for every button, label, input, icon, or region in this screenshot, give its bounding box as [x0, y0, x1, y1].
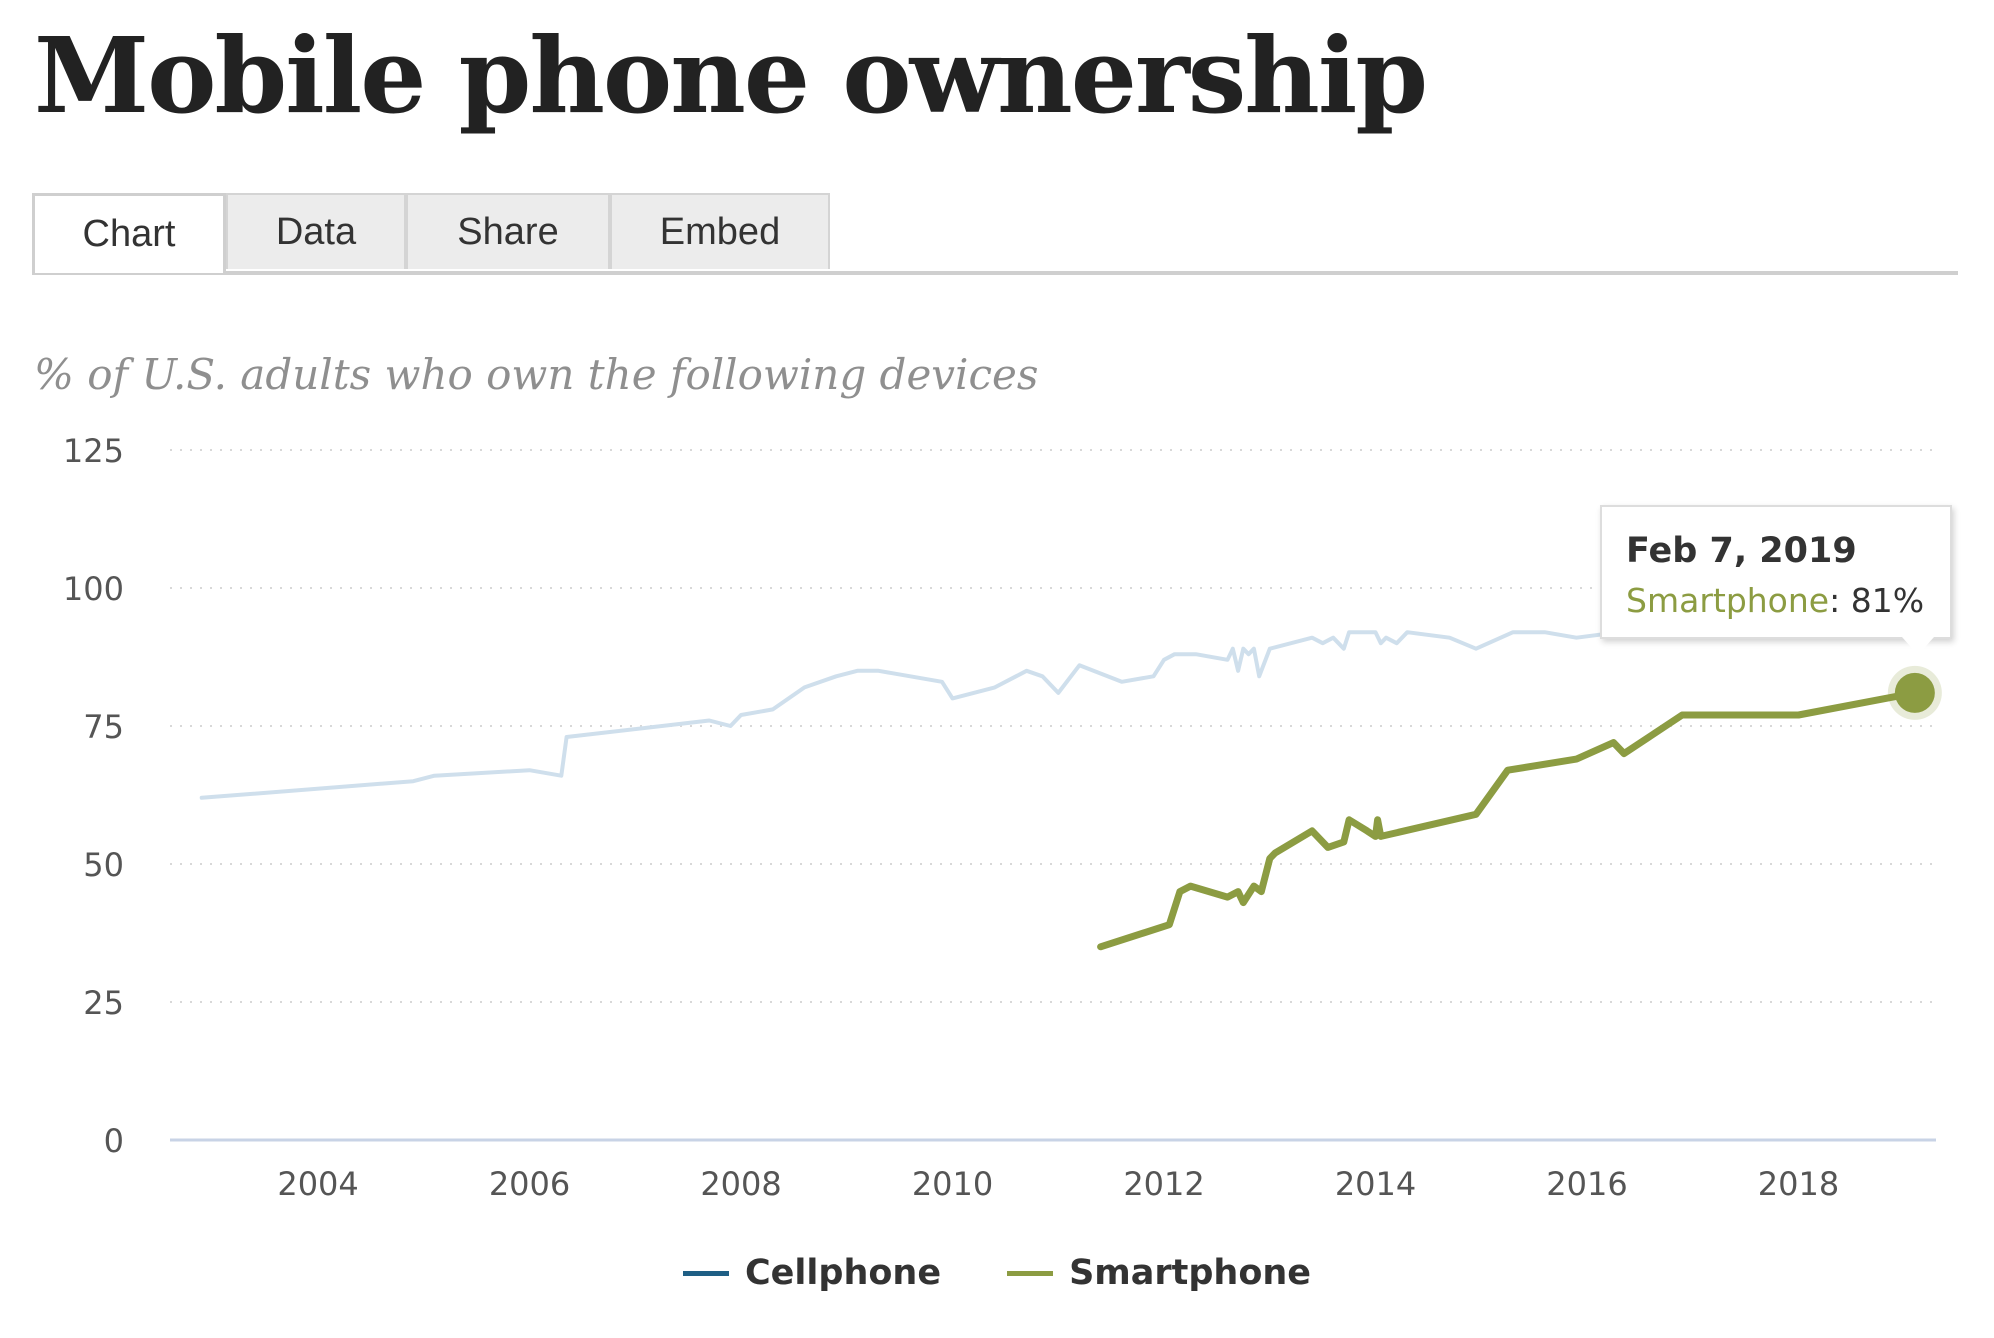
y-tick-label-25: 25 — [83, 984, 124, 1022]
y-tick-label-125: 125 — [63, 432, 124, 470]
x-tick-label-2018: 2018 — [1758, 1165, 1839, 1203]
tab-embed[interactable]: Embed — [610, 193, 830, 269]
tab-chart[interactable]: Chart — [32, 193, 226, 273]
tab-data[interactable]: Data — [226, 193, 406, 269]
chart-legend: Cellphone Smartphone — [0, 1248, 1994, 1298]
hover-point-smartphone — [1894, 672, 1935, 713]
y-tick-label-75: 75 — [83, 708, 124, 746]
x-tick-label-2010: 2010 — [912, 1165, 993, 1203]
series-line-cellphone — [199, 630, 1621, 800]
series-line-smartphone — [1097, 689, 1919, 951]
tooltip-date: Feb 7, 2019 — [1626, 531, 1857, 571]
y-tick-label-100: 100 — [63, 570, 124, 608]
tooltip-value: 81% — [1850, 581, 1925, 620]
tab-bar: Chart Data Share Embed — [32, 193, 1958, 275]
hover-tooltip: Feb 7, 2019 Smartphone: 81% — [1600, 505, 1952, 655]
legend-swatch-cellphone — [682, 1270, 729, 1276]
legend-item-smartphone[interactable]: Smartphone — [1007, 1253, 1311, 1293]
y-tick-label-0: 0 — [104, 1122, 124, 1160]
tab-share[interactable]: Share — [406, 193, 610, 269]
tooltip-series-name: Smartphone — [1626, 581, 1830, 620]
tooltip-separator: : — [1829, 581, 1851, 620]
x-tick-label-2014: 2014 — [1335, 1165, 1416, 1203]
x-tick-label-2012: 2012 — [1123, 1165, 1204, 1203]
chart-subtitle: % of U.S. adults who own the following d… — [34, 350, 1039, 399]
tooltip-row: Smartphone: 81% — [1626, 581, 1950, 620]
legend-label-smartphone: Smartphone — [1069, 1253, 1312, 1293]
x-tick-label-2008: 2008 — [700, 1165, 781, 1203]
legend-item-cellphone[interactable]: Cellphone — [682, 1253, 942, 1293]
x-tick-label-2004: 2004 — [277, 1165, 358, 1203]
x-tick-label-2016: 2016 — [1546, 1165, 1627, 1203]
legend-swatch-smartphone — [1007, 1270, 1054, 1276]
page-title: Mobile phone ownership — [34, 14, 1428, 137]
legend-label-cellphone: Cellphone — [744, 1253, 942, 1293]
x-tick-label-2006: 2006 — [489, 1165, 570, 1203]
y-tick-label-50: 50 — [83, 846, 124, 884]
